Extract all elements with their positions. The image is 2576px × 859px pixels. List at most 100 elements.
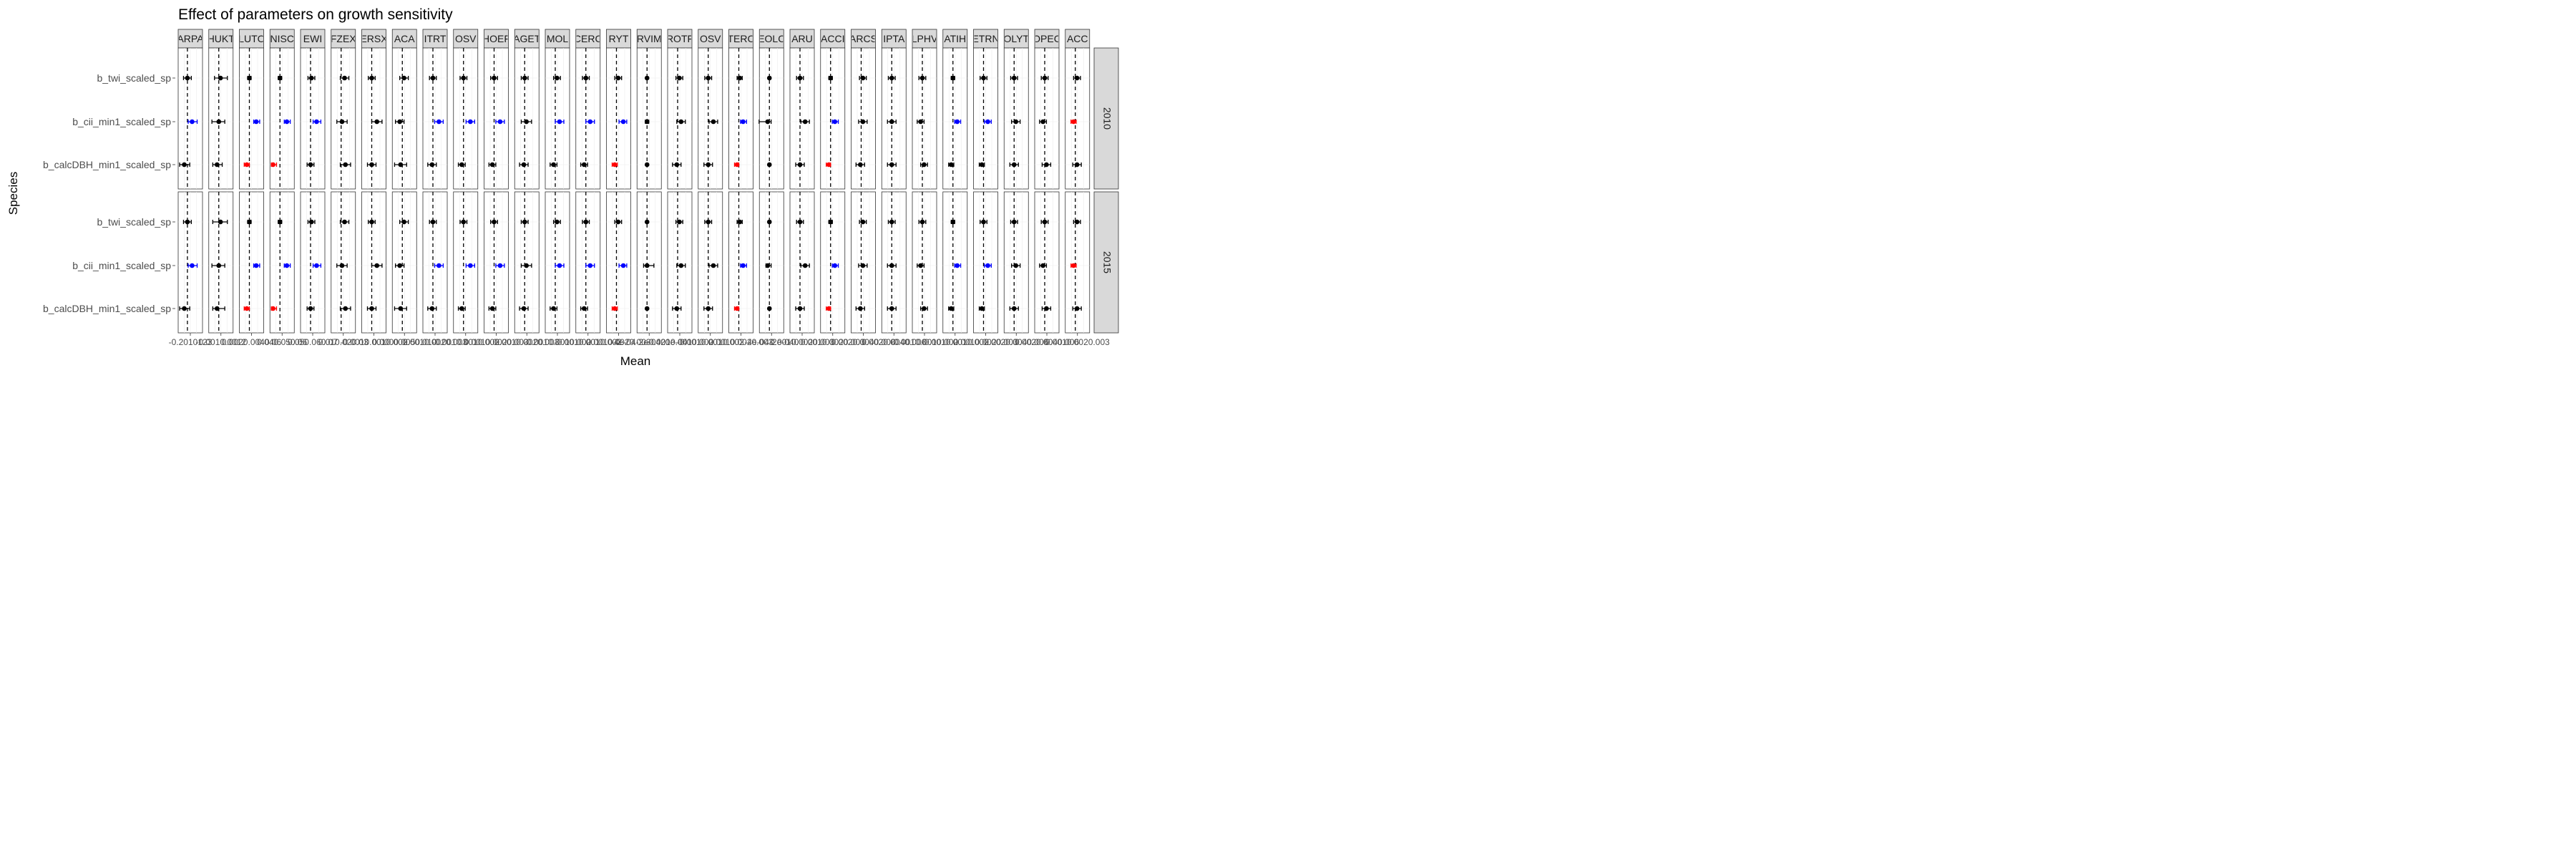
estimate-point	[766, 162, 772, 168]
species-strip-label: RVIM	[637, 33, 662, 44]
species-strip-label: ITRT	[424, 33, 447, 44]
estimate-point	[522, 219, 527, 225]
estimate-point	[802, 263, 808, 268]
x-tick-label: -0.0010.0010.002	[432, 337, 499, 347]
species-strip	[789, 29, 815, 49]
estimate-point	[461, 219, 467, 225]
estimate-point	[955, 119, 960, 125]
estimate-point	[521, 162, 527, 168]
estimate-point	[244, 162, 250, 168]
estimate-point	[1013, 119, 1018, 125]
estimate-point	[644, 306, 650, 311]
year-strip	[1093, 191, 1119, 334]
species-strip-label: ACC	[1067, 33, 1088, 44]
species-strip	[667, 29, 693, 49]
estimate-point	[832, 263, 838, 268]
estimate-point	[737, 219, 742, 225]
species-strip-label: EWI	[303, 33, 322, 44]
estimate-point	[436, 119, 441, 125]
estimate-point	[1074, 219, 1080, 225]
x-tick-label: 0.0010.0020.003	[1045, 337, 1110, 347]
estimate-point	[860, 219, 866, 225]
estimate-point	[247, 219, 252, 225]
x-tick-label: 0.050.060.07	[288, 337, 338, 347]
species-strip	[636, 29, 662, 49]
estimate-point	[582, 162, 587, 168]
estimate-point	[620, 119, 626, 125]
estimate-point	[615, 219, 621, 225]
species-strip	[820, 29, 846, 49]
estimate-point	[979, 306, 985, 311]
species-strip-label: ERSX	[360, 33, 388, 44]
estimate-point	[489, 162, 495, 168]
estimate-point	[832, 119, 838, 125]
y-tick-label: b_calcDBH_min1_scaled_sp	[43, 303, 171, 314]
estimate-point	[308, 219, 314, 225]
species-strip-label: LUTC	[238, 33, 265, 44]
estimate-point	[1011, 75, 1017, 81]
species-strip-label: IPTA	[883, 33, 905, 44]
x-tick-label: 0.0010.0020.003	[770, 337, 834, 347]
estimate-point	[497, 119, 503, 125]
species-strip	[728, 29, 753, 49]
estimate-point	[185, 219, 190, 225]
species-strip	[758, 29, 784, 49]
species-strip-label: NISC	[270, 33, 294, 44]
x-tick-label: -4e-04-2e-0420e-04	[611, 337, 688, 347]
estimate-point	[889, 306, 894, 311]
estimate-point	[583, 219, 589, 225]
species-strip	[881, 29, 907, 49]
estimate-point	[1011, 162, 1017, 168]
estimate-point	[979, 162, 985, 168]
estimate-point	[247, 75, 252, 81]
estimate-point	[644, 162, 650, 168]
species-strip	[942, 29, 968, 49]
species-strip-label: ETRN	[972, 33, 999, 44]
estimate-point	[1042, 219, 1048, 225]
estimate-point	[429, 162, 435, 168]
estimate-point	[1074, 162, 1080, 168]
estimate-point	[401, 219, 406, 225]
species-strip	[269, 29, 295, 49]
y-axis-labels: b_twi_scaled_sp b_cii_min1_scaled_sp b_cal…	[43, 72, 175, 314]
estimate-point	[1040, 119, 1045, 125]
estimate-point	[587, 119, 593, 125]
estimate-point	[369, 162, 374, 168]
estimate-point	[182, 306, 187, 311]
estimate-point	[860, 119, 866, 125]
estimate-point	[766, 219, 772, 225]
estimate-point	[678, 263, 684, 268]
estimate-point	[797, 306, 803, 311]
estimate-point	[398, 306, 404, 311]
estimate-point	[342, 219, 347, 225]
estimate-point	[369, 75, 374, 81]
x-tick-label: -0.0010.0010.002	[922, 337, 989, 347]
species-strip-label: OSV	[700, 33, 721, 44]
estimate-point	[244, 306, 250, 311]
estimate-point	[277, 75, 283, 81]
estimate-point	[711, 119, 716, 125]
x-tick-label: -0.0010.0012	[195, 337, 246, 347]
estimate-point	[985, 263, 990, 268]
estimate-point	[889, 75, 894, 81]
estimate-point	[253, 263, 259, 268]
x-tick-label: 0.0020.0040.006	[862, 337, 926, 347]
x-tick-label: -0.0010.0010.002	[891, 337, 958, 347]
estimate-point	[949, 306, 954, 311]
y-axis-title: Species	[6, 172, 20, 215]
species-strip	[484, 29, 509, 49]
species-strip-label: ARU	[791, 33, 813, 44]
estimate-point	[215, 162, 220, 168]
year-strip-label: 2010	[1101, 107, 1113, 130]
year-strip-label: 2015	[1101, 251, 1113, 273]
estimate-point	[918, 263, 923, 268]
estimate-point	[922, 162, 927, 168]
species-strip	[545, 29, 570, 49]
x-tick-label: -0.0010.0010.002	[646, 337, 713, 347]
estimate-point	[308, 306, 313, 311]
estimate-point	[706, 306, 711, 311]
estimate-point	[524, 119, 529, 125]
y-tick-label: b_twi_scaled_sp	[97, 216, 171, 228]
estimate-point	[889, 162, 894, 168]
estimate-point	[459, 162, 464, 168]
